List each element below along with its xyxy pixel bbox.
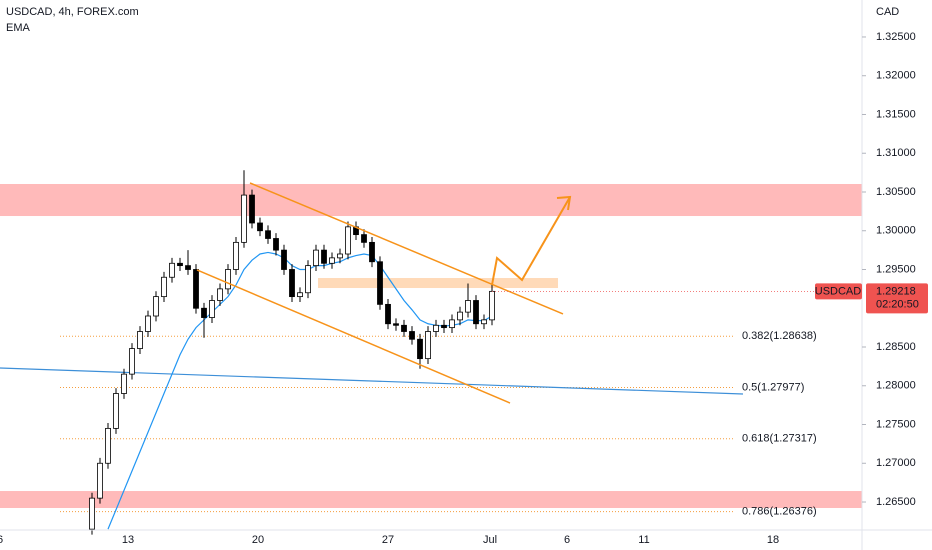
candle-body	[313, 249, 319, 267]
candle-body	[177, 262, 183, 267]
candle-body	[377, 261, 383, 305]
price-tag: 1.29218	[876, 285, 916, 297]
y-tick-label: 1.27500	[876, 418, 916, 430]
fib-label: 0.382(1.28638)	[742, 330, 817, 342]
candle-body	[257, 222, 263, 232]
x-tick-label: 20	[252, 534, 264, 546]
channel-line	[249, 182, 564, 315]
candle-body	[465, 300, 471, 313]
symbol-tag-bg	[815, 283, 862, 300]
plot-area: 0.382(1.28638) 0.5(1.27977) 0.618(1.27317)…	[0, 170, 862, 535]
currency-label: CAD	[876, 6, 899, 18]
y-tick-label: 1.28000	[876, 380, 916, 392]
x-tick-label: 11	[638, 534, 649, 546]
candle-body	[121, 373, 127, 394]
fib-label: 0.618(1.27317)	[742, 433, 817, 445]
candle-body	[265, 230, 271, 239]
candle-body	[321, 249, 327, 264]
arrow-head	[556, 195, 572, 211]
level-zone	[318, 278, 558, 289]
candle-body	[89, 497, 95, 530]
resistance-zone	[0, 184, 862, 217]
candle-body	[385, 303, 391, 325]
x-tick-label: 6	[564, 534, 570, 546]
candle-body	[329, 257, 335, 264]
x-tick-label: Jul	[483, 534, 497, 546]
symbol-tag: USDCAD	[815, 285, 862, 297]
candle-body	[113, 393, 119, 429]
y-tick-label: 1.31000	[876, 147, 916, 159]
candle-body	[169, 262, 175, 278]
fib-label: 0.5(1.27977)	[742, 381, 804, 393]
candle-body	[473, 300, 479, 325]
x-tick-label: 27	[382, 534, 394, 546]
candle-body	[361, 234, 367, 243]
candle-body	[393, 323, 399, 326]
fib-label: 0.786(1.26376)	[742, 506, 817, 518]
y-tick-label: 1.27000	[876, 457, 916, 469]
y-tick-label: 1.31500	[876, 108, 916, 120]
candle-body	[193, 269, 199, 309]
channel-line	[196, 269, 511, 404]
candle-body	[145, 315, 151, 332]
candle-body	[241, 194, 247, 243]
candle-body	[297, 292, 303, 298]
candle-body	[345, 226, 351, 255]
price-tag-bg	[866, 283, 928, 314]
candle-body	[425, 331, 431, 360]
x-tick-label: 18	[767, 534, 779, 546]
candle-body	[137, 331, 143, 349]
candle-body	[457, 311, 463, 321]
candle-body	[449, 319, 455, 329]
candle-body	[441, 324, 447, 329]
y-tick-label: 1.26500	[876, 496, 916, 508]
candle-body	[273, 238, 279, 251]
y-tick-label: 1.29500	[876, 263, 916, 275]
candle-body	[481, 319, 487, 325]
candle-body	[281, 249, 287, 270]
candle-body	[225, 269, 231, 290]
resistance-zone	[0, 491, 862, 508]
x-tick-label: 13	[122, 534, 134, 546]
y-tick-label: 1.32500	[876, 31, 916, 43]
candle-body	[409, 331, 415, 340]
candle-body	[129, 348, 135, 375]
candle-body	[433, 324, 439, 332]
candle-body	[153, 296, 159, 317]
candle-body	[97, 462, 103, 499]
candle-body	[105, 427, 111, 464]
candle-body	[209, 300, 215, 318]
candle-body	[401, 324, 407, 332]
candle-body	[233, 241, 239, 270]
y-tick-label: 1.30500	[876, 186, 916, 198]
x-tick-label: 6	[0, 534, 3, 546]
candle-body	[185, 265, 191, 270]
symbol-title: USDCAD, 4h, FOREX.com	[6, 6, 139, 18]
candle-body	[201, 307, 207, 318]
candle-body	[337, 253, 343, 259]
candle-body	[217, 288, 223, 301]
candle-body	[417, 338, 423, 360]
candle-body	[305, 265, 311, 294]
candle-body	[489, 290, 495, 321]
y-tick-label: 1.30000	[876, 225, 916, 237]
countdown: 02:20:50	[876, 298, 919, 310]
candle-body	[249, 194, 255, 224]
y-tick-label: 1.28500	[876, 341, 916, 353]
indicator-name: EMA	[6, 22, 31, 34]
y-tick-label: 1.32000	[876, 70, 916, 82]
ema-line	[107, 251, 493, 530]
candle-body	[369, 241, 375, 263]
candle-body	[289, 269, 295, 298]
candle-body	[161, 276, 167, 298]
projection-arrow	[491, 196, 571, 286]
